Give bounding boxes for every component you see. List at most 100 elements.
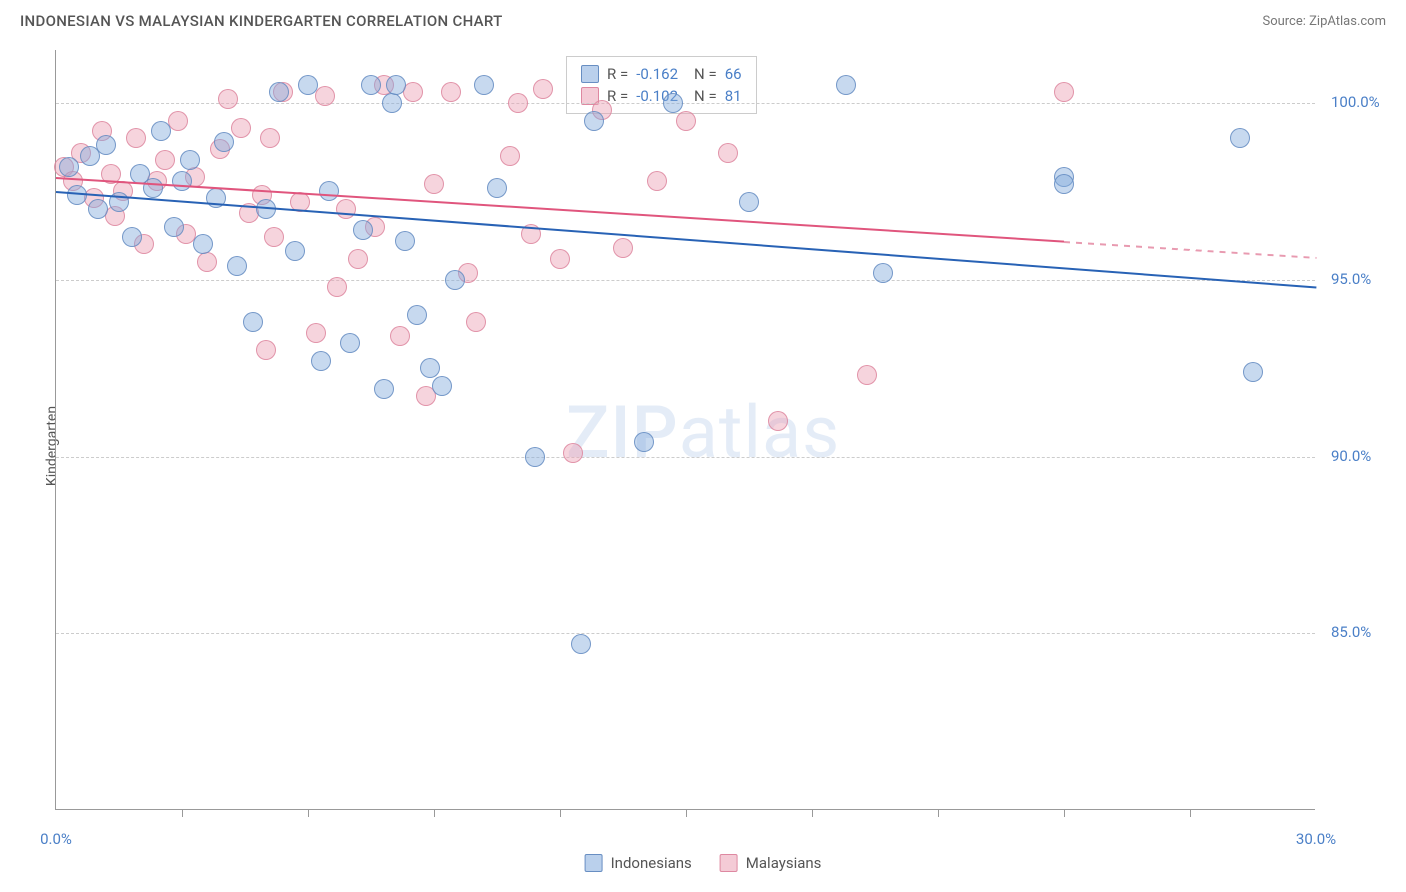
scatter-point-blue xyxy=(571,634,591,654)
scatter-point-pink xyxy=(533,79,553,99)
scatter-point-blue xyxy=(214,132,234,152)
scatter-point-pink xyxy=(718,143,738,163)
scatter-point-pink xyxy=(315,86,335,106)
x-tick-mark xyxy=(812,809,813,817)
scatter-point-blue xyxy=(319,181,339,201)
scatter-point-blue xyxy=(474,75,494,95)
scatter-point-blue xyxy=(432,376,452,396)
scatter-point-pink xyxy=(676,111,696,131)
scatter-point-blue xyxy=(395,231,415,251)
scatter-point-blue xyxy=(382,93,402,113)
scatter-point-blue xyxy=(340,333,360,353)
scatter-point-pink xyxy=(647,171,667,191)
x-tick-mark xyxy=(938,809,939,817)
trend-line-pink-dashed xyxy=(1064,241,1316,259)
scatter-point-blue xyxy=(445,270,465,290)
scatter-point-blue xyxy=(1243,362,1263,382)
scatter-point-blue xyxy=(311,351,331,371)
scatter-point-pink xyxy=(168,111,188,131)
scatter-point-pink xyxy=(155,150,175,170)
scatter-point-blue xyxy=(525,447,545,467)
bottom-legend-pink-label: Malaysians xyxy=(746,854,822,872)
scatter-point-blue xyxy=(1054,174,1074,194)
scatter-point-blue xyxy=(269,82,289,102)
scatter-point-blue xyxy=(172,171,192,191)
scatter-point-pink xyxy=(563,443,583,463)
x-tick-mark xyxy=(182,809,183,817)
stats-legend-row-blue: R = -0.162 N = 66 xyxy=(581,63,742,85)
scatter-point-blue xyxy=(227,256,247,276)
scatter-point-blue xyxy=(739,192,759,212)
scatter-point-pink xyxy=(306,323,326,343)
scatter-point-blue xyxy=(96,135,116,155)
scatter-point-blue xyxy=(353,220,373,240)
scatter-point-pink xyxy=(550,249,570,269)
y-tick-label: 85.0% xyxy=(1331,623,1371,641)
scatter-point-pink xyxy=(441,82,461,102)
scatter-point-blue xyxy=(386,75,406,95)
scatter-point-pink xyxy=(768,411,788,431)
scatter-point-blue xyxy=(1230,128,1250,148)
watermark: ZIPatlas xyxy=(566,390,840,475)
x-tick-mark xyxy=(1190,809,1191,817)
scatter-point-pink xyxy=(336,199,356,219)
chart-header: INDONESIAN VS MALAYSIAN KINDERGARTEN COR… xyxy=(0,0,1406,38)
scatter-point-blue xyxy=(873,263,893,283)
bottom-swatch-blue-icon xyxy=(585,854,603,872)
y-tick-label: 100.0% xyxy=(1331,93,1380,111)
scatter-point-pink xyxy=(424,174,444,194)
scatter-point-blue xyxy=(285,241,305,261)
scatter-point-pink xyxy=(126,128,146,148)
x-tick-mark xyxy=(434,809,435,817)
scatter-point-pink xyxy=(218,89,238,109)
scatter-point-blue xyxy=(151,121,171,141)
legend-N-label-blue: N = xyxy=(694,65,717,83)
scatter-point-pink xyxy=(231,118,251,138)
scatter-point-pink xyxy=(1054,82,1074,102)
scatter-point-blue xyxy=(180,150,200,170)
chart-title: INDONESIAN VS MALAYSIAN KINDERGARTEN COR… xyxy=(20,12,503,30)
trend-line-blue xyxy=(56,191,1316,288)
bottom-legend-pink: Malaysians xyxy=(720,854,822,872)
scatter-point-blue xyxy=(59,157,79,177)
scatter-point-blue xyxy=(487,178,507,198)
x-tick-mark xyxy=(1064,809,1065,817)
legend-R-label-blue: R = xyxy=(607,65,628,83)
scatter-point-blue xyxy=(663,93,683,113)
gridline-h xyxy=(56,457,1315,458)
scatter-point-pink xyxy=(500,146,520,166)
scatter-point-pink xyxy=(348,249,368,269)
y-tick-label: 95.0% xyxy=(1331,270,1371,288)
scatter-point-pink xyxy=(390,326,410,346)
trend-line-pink xyxy=(56,177,1064,243)
scatter-point-pink xyxy=(857,365,877,385)
watermark-zip: ZIP xyxy=(566,390,679,475)
scatter-point-blue xyxy=(374,379,394,399)
chart-plot-area: ZIPatlas R = -0.162 N = 66 R = -0.102 N … xyxy=(55,50,1315,810)
gridline-h xyxy=(56,280,1315,281)
legend-N-blue: 66 xyxy=(725,65,742,83)
scatter-point-blue xyxy=(88,199,108,219)
scatter-point-blue xyxy=(361,75,381,95)
x-tick-label-right: 30.0% xyxy=(1296,830,1336,848)
source-label: Source: ZipAtlas.com xyxy=(1262,14,1386,29)
gridline-h xyxy=(56,633,1315,634)
bottom-legend-blue: Indonesians xyxy=(585,854,692,872)
x-tick-label-left: 0.0% xyxy=(40,830,72,848)
scatter-point-pink xyxy=(613,238,633,258)
scatter-point-blue xyxy=(420,358,440,378)
watermark-atlas: atlas xyxy=(679,390,841,475)
scatter-point-blue xyxy=(164,217,184,237)
scatter-point-blue xyxy=(143,178,163,198)
scatter-point-blue xyxy=(193,234,213,254)
bottom-legend-blue-label: Indonesians xyxy=(611,854,692,872)
bottom-legend: Indonesians Malaysians xyxy=(585,854,822,872)
scatter-point-pink xyxy=(327,277,347,297)
scatter-point-blue xyxy=(243,312,263,332)
scatter-point-blue xyxy=(634,432,654,452)
scatter-point-blue xyxy=(298,75,318,95)
legend-swatch-blue-icon xyxy=(581,65,599,83)
scatter-point-blue xyxy=(407,305,427,325)
scatter-point-pink xyxy=(260,128,280,148)
y-tick-label: 90.0% xyxy=(1331,447,1371,465)
